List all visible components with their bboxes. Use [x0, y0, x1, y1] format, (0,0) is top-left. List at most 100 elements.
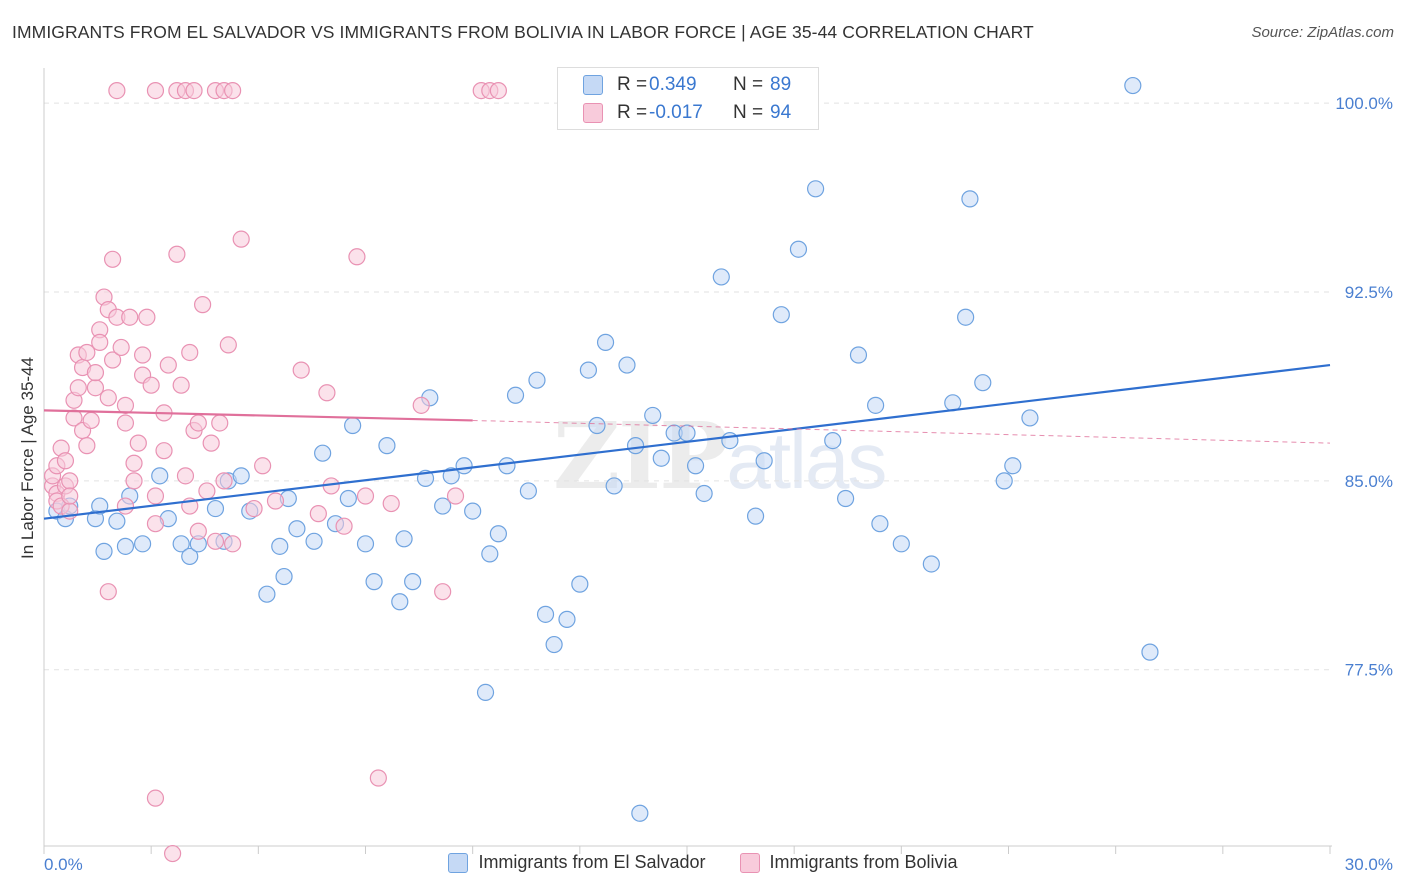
bolivia-point [146, 81, 165, 100]
bolivia-point [69, 379, 87, 397]
el-salvador-point [442, 467, 460, 485]
el-salvador-point [772, 306, 790, 324]
bolivia-point [189, 414, 207, 432]
el-salvador-point [755, 452, 773, 470]
el-salvador-point [258, 585, 276, 603]
y-tick-label: 77.5% [1345, 661, 1393, 680]
el-salvador-point [365, 573, 383, 591]
bolivia-point [215, 472, 233, 490]
y-axis-label: In Labor Force | Age 35-44 [18, 357, 37, 559]
bolivia-point [232, 230, 250, 248]
bolivia-point [382, 494, 400, 513]
bolivia-point [292, 361, 310, 379]
el-salvador-point [579, 361, 598, 379]
bolivia-point [56, 452, 75, 470]
el-salvador-point [455, 457, 473, 475]
legend-item-el-salvador[interactable]: Immigrants from El Salvador [448, 852, 706, 873]
el-salvador-point [378, 437, 396, 455]
bolivia-point [489, 81, 507, 100]
el-salvador-point [626, 437, 645, 455]
bolivia-point [99, 389, 117, 407]
el-salvador-point [391, 593, 409, 611]
bolivia-point [434, 583, 452, 601]
bolivia-point [78, 437, 96, 455]
bolivia-point [146, 789, 165, 807]
el-salvador-point [961, 190, 979, 208]
el-salvador-point [545, 635, 563, 654]
bolivia-point [369, 769, 387, 787]
el-salvador-point [588, 416, 606, 435]
bolivia-point [91, 333, 109, 351]
el-salvador-trend-line [43, 363, 1331, 520]
r-value: -0.017 [649, 102, 703, 123]
el-salvador-point [571, 575, 589, 593]
y-tick-label: 92.5% [1345, 283, 1393, 302]
bolivia-point [65, 409, 83, 427]
n-label: N = [733, 74, 764, 95]
bolivia-point [224, 535, 242, 553]
bolivia-point [245, 499, 263, 518]
bolivia-point [446, 487, 465, 505]
el-salvador-point [288, 520, 306, 538]
el-salvador-point [922, 555, 940, 573]
el-salvador-point [789, 240, 808, 258]
x-tick-label: 0.0% [44, 855, 83, 874]
el-salvador-point [344, 416, 362, 435]
bolivia-point [219, 336, 237, 354]
x-tick-label: 30.0% [1345, 855, 1393, 874]
bolivia-point [99, 583, 117, 601]
legend-swatch-el-salvador [448, 852, 469, 873]
bolivia-point [211, 414, 229, 432]
bolivia-point [142, 376, 160, 394]
bolivia-trend-extension [472, 419, 1331, 444]
el-salvador-point [464, 502, 482, 520]
el-salvador-point [404, 573, 422, 591]
el-salvador-point [133, 535, 152, 553]
el-salvador-point [867, 396, 885, 414]
el-salvador-point [631, 804, 649, 822]
stats-swatch-bolivia [583, 103, 603, 123]
bolivia-point [176, 467, 195, 485]
bolivia-point [172, 376, 190, 394]
el-salvador-point [686, 457, 705, 475]
bolivia-point [112, 338, 130, 357]
bolivia-point [194, 296, 212, 314]
el-salvador-point [1124, 76, 1142, 95]
el-salvador-point [1004, 457, 1022, 475]
el-salvador-point [498, 457, 516, 475]
legend-swatch-bolivia [739, 852, 760, 873]
bolivia-point [121, 308, 139, 326]
el-salvador-point [678, 424, 696, 442]
bolivia-point [198, 482, 216, 500]
source-label: Source: ZipAtlas.com [1251, 24, 1394, 41]
el-salvador-point [232, 467, 250, 485]
legend-label-el-salvador: Immigrants from El Salvador [478, 852, 706, 872]
el-salvador-point [489, 525, 507, 543]
bolivia-point [206, 532, 225, 550]
n-label: N = [733, 102, 764, 123]
el-salvador-point [892, 535, 910, 553]
el-salvador-point [974, 374, 992, 392]
bolivia-point [309, 505, 327, 523]
el-salvador-point [652, 449, 670, 467]
el-salvador-point [151, 467, 169, 485]
bolivia-point [116, 396, 135, 414]
bolivia-point [146, 487, 165, 505]
el-salvador-point [108, 512, 126, 530]
bolivia-point [61, 487, 79, 505]
el-salvador-point [837, 489, 855, 508]
bolivia-point [356, 487, 375, 505]
el-salvador-point [806, 180, 825, 198]
bolivia-point [86, 364, 105, 382]
bolivia-point [412, 396, 430, 414]
bolivia-point [133, 346, 152, 364]
el-salvador-point [339, 489, 357, 508]
y-tick-label: 85.0% [1345, 472, 1393, 491]
el-salvador-point [481, 545, 499, 563]
bolivia-point [129, 434, 147, 452]
legend-label-bolivia: Immigrants from Bolivia [769, 852, 958, 872]
bolivia-point [254, 457, 272, 475]
legend-item-bolivia[interactable]: Immigrants from Bolivia [739, 852, 958, 873]
el-salvador-point [395, 530, 413, 548]
